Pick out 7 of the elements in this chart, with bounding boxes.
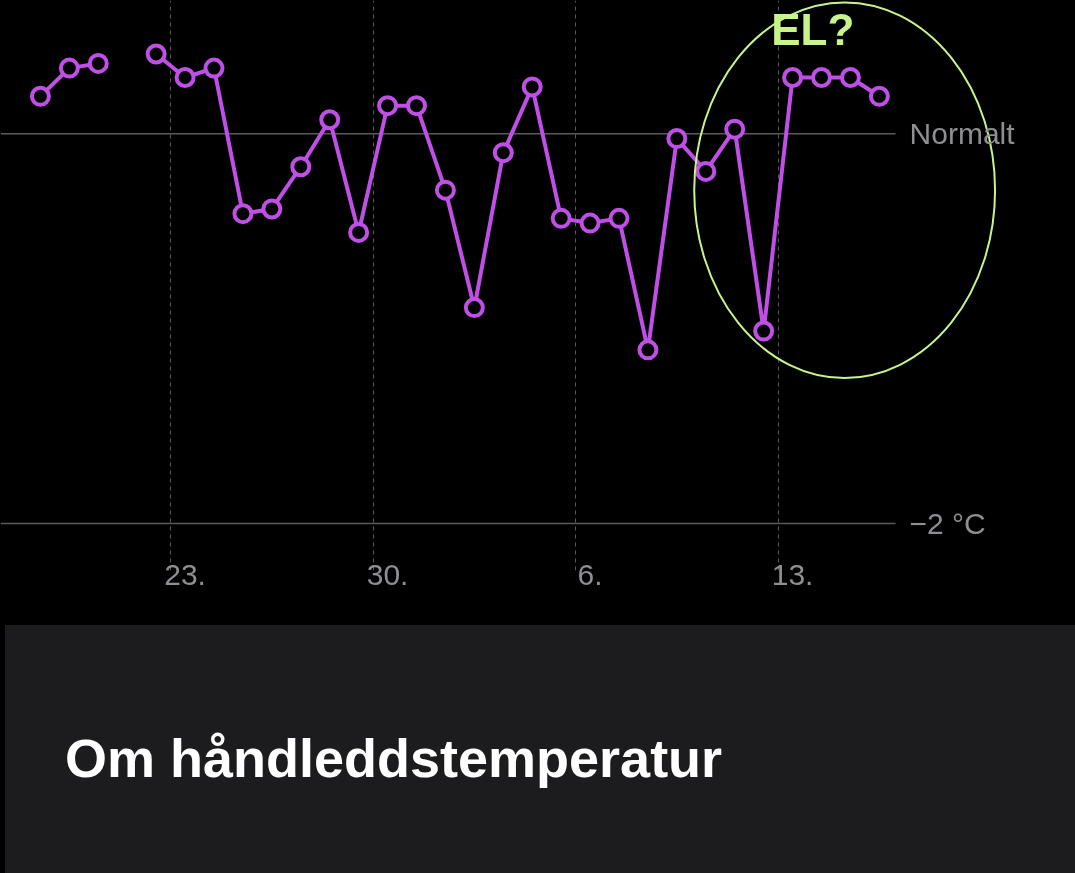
x-tick-label: 6.: [577, 557, 603, 591]
x-tick-label: 23.: [164, 557, 206, 591]
x-tick-label: 30.: [366, 557, 409, 591]
text: −2 °C: [909, 507, 986, 541]
text: Om håndleddstemperatur: [65, 727, 723, 790]
x-tick-label: 13.: [771, 557, 814, 591]
annotation: EL?: [771, 5, 855, 55]
